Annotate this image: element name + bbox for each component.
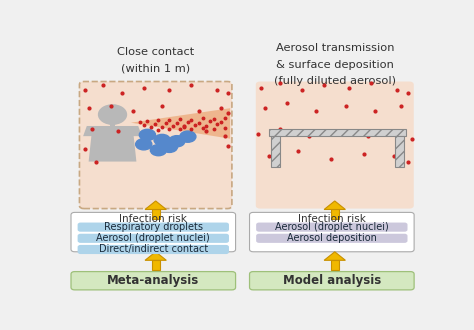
Circle shape	[154, 134, 170, 146]
FancyBboxPatch shape	[78, 234, 229, 243]
Text: Meta-analysis: Meta-analysis	[107, 274, 200, 287]
Polygon shape	[131, 108, 230, 139]
Text: Close contact: Close contact	[117, 47, 194, 57]
Polygon shape	[89, 127, 137, 162]
Polygon shape	[331, 260, 339, 270]
Circle shape	[139, 129, 155, 141]
FancyBboxPatch shape	[256, 234, 408, 243]
Text: Respiratory droplets: Respiratory droplets	[104, 222, 203, 232]
FancyBboxPatch shape	[249, 272, 414, 290]
Circle shape	[161, 141, 178, 152]
Text: Aerosol (droplet nuclei): Aerosol (droplet nuclei)	[275, 222, 389, 232]
Bar	[271, 136, 280, 167]
Circle shape	[99, 105, 127, 124]
Bar	[395, 136, 404, 167]
FancyBboxPatch shape	[71, 213, 236, 252]
Text: (within 1 m): (within 1 m)	[121, 64, 190, 74]
Polygon shape	[152, 210, 160, 219]
Text: Aerosol transmission: Aerosol transmission	[275, 44, 394, 53]
FancyBboxPatch shape	[80, 82, 232, 209]
Text: Direct/indirect contact: Direct/indirect contact	[99, 245, 208, 254]
Text: Infection risk: Infection risk	[298, 214, 366, 224]
Text: Model analysis: Model analysis	[283, 274, 381, 287]
Polygon shape	[324, 201, 346, 210]
Polygon shape	[324, 252, 346, 260]
Text: & surface deposition: & surface deposition	[276, 60, 394, 70]
Polygon shape	[145, 201, 166, 210]
Text: Infection risk: Infection risk	[119, 214, 187, 224]
Text: Aerosol (droplet nuclei): Aerosol (droplet nuclei)	[96, 233, 210, 243]
FancyBboxPatch shape	[78, 222, 229, 232]
Bar	[269, 129, 406, 136]
FancyBboxPatch shape	[256, 222, 408, 232]
Polygon shape	[331, 210, 339, 219]
Polygon shape	[83, 126, 142, 136]
Text: Aerosol deposition: Aerosol deposition	[287, 233, 377, 243]
FancyBboxPatch shape	[71, 272, 236, 290]
Circle shape	[150, 145, 166, 156]
Polygon shape	[145, 252, 166, 260]
Text: (fully diluted aerosol): (fully diluted aerosol)	[274, 77, 396, 86]
Circle shape	[180, 131, 196, 142]
Circle shape	[136, 139, 152, 150]
FancyBboxPatch shape	[78, 245, 229, 254]
FancyBboxPatch shape	[256, 82, 414, 209]
Polygon shape	[152, 260, 160, 270]
Polygon shape	[109, 124, 116, 127]
Circle shape	[169, 136, 185, 147]
FancyBboxPatch shape	[249, 213, 414, 252]
